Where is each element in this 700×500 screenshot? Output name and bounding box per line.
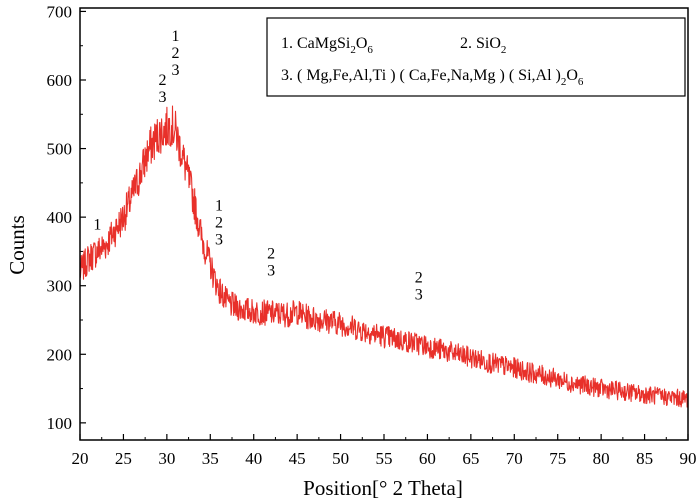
peak-label: 3	[415, 286, 423, 303]
y-tick-label: 700	[47, 2, 73, 21]
y-tick-label: 400	[47, 208, 73, 227]
x-tick-label: 25	[115, 449, 132, 468]
peak-label: 2	[159, 72, 167, 89]
x-tick-label: 60	[419, 449, 436, 468]
series-line-xrd	[79, 105, 689, 408]
x-tick-label: 80	[593, 449, 610, 468]
x-tick-label: 55	[376, 449, 393, 468]
y-tick-label: 100	[47, 414, 73, 433]
x-tick-label: 70	[506, 449, 523, 468]
x-tick-label: 90	[680, 449, 697, 468]
peak-label: 3	[267, 262, 275, 279]
y-tick-label: 300	[47, 277, 73, 296]
legend-box	[266, 17, 686, 97]
x-tick-label: 40	[245, 449, 262, 468]
peak-label: 3	[215, 231, 223, 248]
legend-entry-1: 1. CaMgSi2O6	[281, 35, 373, 56]
legend-entry-3: 3. ( Mg,Fe,Al,Ti ) ( Ca,Fe,Na,Mg ) ( Si,…	[281, 67, 584, 88]
peak-label: 3	[172, 62, 180, 79]
x-tick-label: 20	[72, 449, 89, 468]
peak-label: 2	[215, 214, 223, 231]
y-tick-label: 600	[47, 71, 73, 90]
x-tick-label: 30	[158, 449, 175, 468]
axes: 20 25 30 35 40 45 50 55 60 65 70 75 80 85 90 100 200 300 4…	[47, 2, 697, 468]
legend-entry-2: 2. SiO2	[460, 35, 506, 56]
peak-label: 2	[415, 269, 423, 286]
data-layer	[79, 105, 689, 408]
peak-label: 1	[93, 216, 101, 233]
x-tick-label: 35	[202, 449, 219, 468]
x-tick-label: 45	[289, 449, 306, 468]
peak-label: 2	[267, 245, 275, 262]
x-tick-label: 50	[332, 449, 349, 468]
x-tick-label: 85	[636, 449, 653, 468]
x-tick-label: 75	[549, 449, 566, 468]
peak-label: 3	[159, 89, 167, 106]
peak-label: 1	[172, 28, 180, 45]
y-axis-label: Counts	[5, 215, 29, 275]
peak-label: 1	[215, 197, 223, 214]
y-tick-label: 200	[47, 345, 73, 364]
legend: 1. CaMgSi2O6 2. SiO2 3. ( Mg,Fe,Al,Ti ) …	[266, 17, 686, 97]
x-axis-label: Position[° 2 Theta]	[303, 476, 463, 500]
y-tick-label: 500	[47, 140, 73, 159]
peak-label: 2	[172, 45, 180, 62]
x-tick-label: 65	[462, 449, 479, 468]
